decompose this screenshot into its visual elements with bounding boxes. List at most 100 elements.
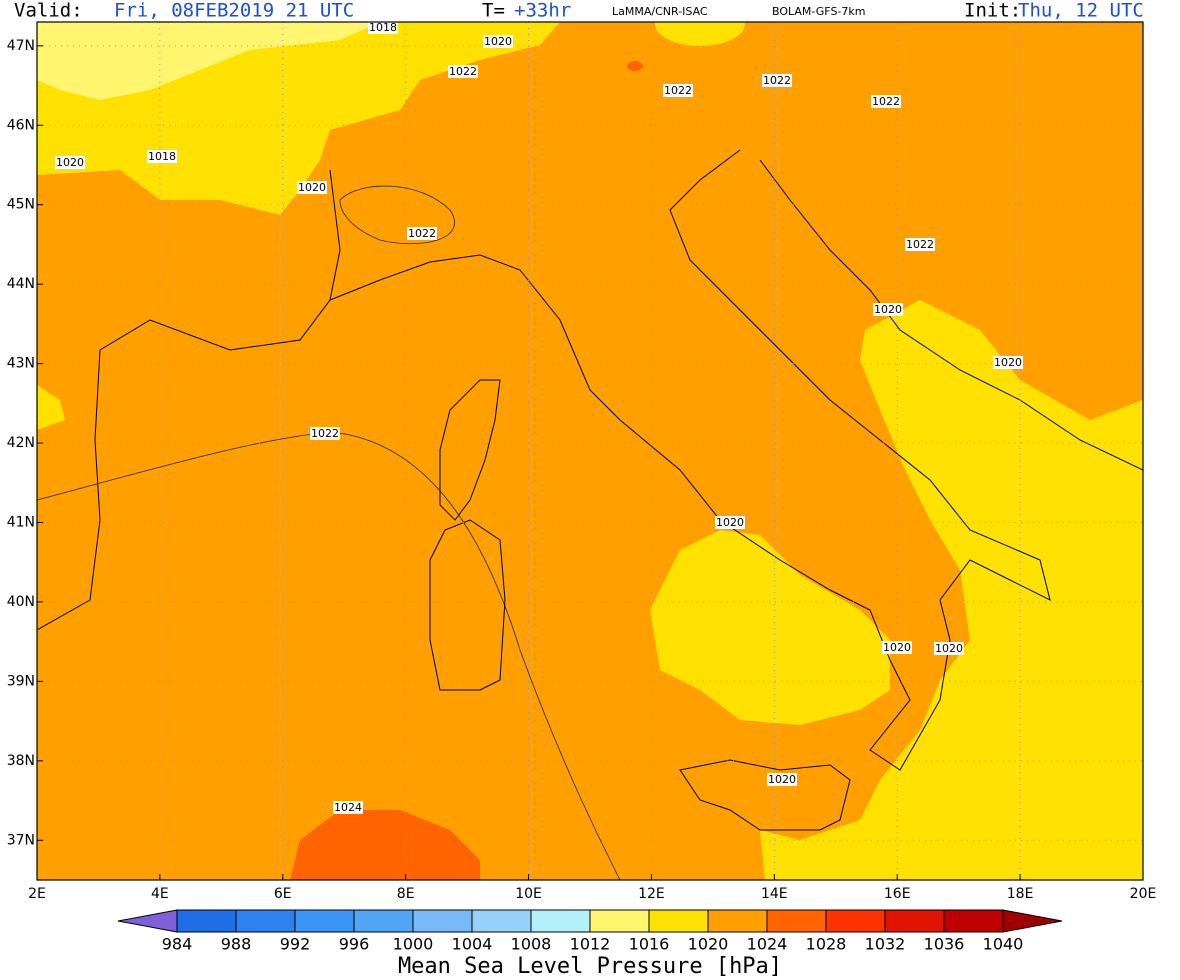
colorbar-label: 1040 <box>983 935 1024 954</box>
colorbar-label: 1032 <box>865 935 906 954</box>
yellow-region <box>650 530 890 725</box>
y-tick-label: 40N <box>7 594 35 610</box>
colorbar-box <box>530 909 591 933</box>
contour-label-box <box>871 95 901 108</box>
forecast-hour: +33hr <box>514 0 571 22</box>
contour-label: 1020 <box>56 156 84 169</box>
coastline <box>37 169 341 631</box>
y-tick-label: 37N <box>7 832 35 848</box>
y-tick-label: 44N <box>7 276 35 292</box>
isobar <box>37 431 621 880</box>
colorbar-label: 1004 <box>452 935 493 954</box>
colorbar: 984 988 992 996 1000 1004 1008 1012 1016 1020 1024… <box>117 909 1063 954</box>
colorbar-box <box>353 909 414 933</box>
coastline <box>679 759 851 831</box>
y-tick-label: 43N <box>7 356 35 372</box>
grid <box>37 22 1143 880</box>
colorbar-label: 1016 <box>629 935 670 954</box>
contour-label-box <box>905 238 935 251</box>
contour-label-box <box>762 74 792 87</box>
contour-label: 1020 <box>716 516 744 529</box>
colorbar-box <box>766 909 827 933</box>
source: LaMMA/CNR-ISAC <box>612 5 708 18</box>
contour-label-box <box>333 801 363 814</box>
map: 1018 1020 1022 1022 1022 1022 1020 1018 1020 1022… <box>37 22 1143 880</box>
x-tick-label: 4E <box>151 886 169 902</box>
contour-label-box <box>297 181 327 194</box>
forecast-label: T= <box>482 0 505 22</box>
yellow-region <box>760 300 1143 880</box>
x-tick-label: 6E <box>274 886 292 902</box>
model: BOLAM-GFS-7km <box>772 5 865 18</box>
light-yellow-region <box>37 22 380 100</box>
contour-label-box <box>882 641 912 654</box>
x-tick-label: 12E <box>638 886 665 902</box>
colorbar-label: 1020 <box>688 935 729 954</box>
contour-label-box <box>147 150 177 163</box>
contour-label-box <box>873 303 903 316</box>
valid-label: Valid: <box>14 0 83 22</box>
contour-label: 1020 <box>768 773 796 786</box>
colorbar-box <box>176 909 237 933</box>
contour-label-box <box>448 65 478 78</box>
x-tick-label: 10E <box>515 886 542 902</box>
y-tick-label: 39N <box>7 673 35 689</box>
dark-orange-region <box>627 61 643 71</box>
colorbar-label: 1000 <box>393 935 434 954</box>
contour-label: 1022 <box>311 427 339 440</box>
colorbar-box <box>707 909 768 933</box>
contour-label: 1020 <box>484 35 512 48</box>
y-tick-label: 41N <box>7 515 35 531</box>
x-tick-label: 8E <box>397 886 415 902</box>
y-tick-label: 42N <box>7 435 35 451</box>
y-tick-label: 38N <box>7 753 35 769</box>
colorbar-box <box>412 909 473 933</box>
contour-label: 1022 <box>664 84 692 97</box>
contour-label: 1020 <box>883 641 911 654</box>
dark-orange-region <box>290 810 480 880</box>
contour-label-box <box>55 156 85 169</box>
x-tick-label: 14E <box>761 886 788 902</box>
contour-label-box <box>310 427 340 440</box>
contour-label: 1018 <box>148 150 176 163</box>
colorbar-label: 984 <box>162 935 193 954</box>
coastline <box>329 149 1051 771</box>
contour-label-box <box>407 227 437 240</box>
contour-label-box <box>715 516 745 529</box>
contour-label-box <box>767 773 797 786</box>
colorbar-label: 988 <box>221 935 252 954</box>
contour-label: 1020 <box>874 303 902 316</box>
contour-label: 1022 <box>449 65 477 78</box>
y-tick-label: 45N <box>7 197 35 213</box>
x-tick-label: 16E <box>884 886 911 902</box>
colorbar-low-triangle <box>117 909 178 933</box>
init-label: Init: <box>964 0 1021 22</box>
colorbar-box <box>294 909 355 933</box>
coastline <box>439 379 501 521</box>
map-frame <box>36 21 1144 881</box>
colorbar-label: 1008 <box>511 935 552 954</box>
contour-label: 1024 <box>334 801 362 814</box>
isobar <box>339 185 455 245</box>
contour-label-box <box>663 84 693 97</box>
colorbar-label: 1012 <box>570 935 611 954</box>
orange-region <box>800 770 850 830</box>
colorbar-box <box>589 909 650 933</box>
y-tick-label: 47N <box>7 38 35 54</box>
colorbar-label: 1028 <box>806 935 847 954</box>
contour-label-box <box>483 35 513 48</box>
contour-label-box <box>368 22 398 34</box>
x-tick-label: 18E <box>1007 886 1034 902</box>
contour-label: 1020 <box>994 356 1022 369</box>
contour-labels: 1018 1020 1022 1022 1022 1022 1020 1018 1020 1022… <box>55 22 1023 814</box>
yellow-region <box>37 385 65 430</box>
x-tick-label: 20E <box>1130 886 1157 902</box>
colorbar-label: 1036 <box>924 935 965 954</box>
contour-label-box <box>993 356 1023 369</box>
colorbar-title: Mean Sea Level Pressure [hPa] <box>398 954 782 979</box>
colorbar-high-triangle <box>1002 909 1063 933</box>
y-tick-label: 46N <box>7 117 35 133</box>
colorbar-box <box>825 909 886 933</box>
coastline <box>429 519 506 691</box>
